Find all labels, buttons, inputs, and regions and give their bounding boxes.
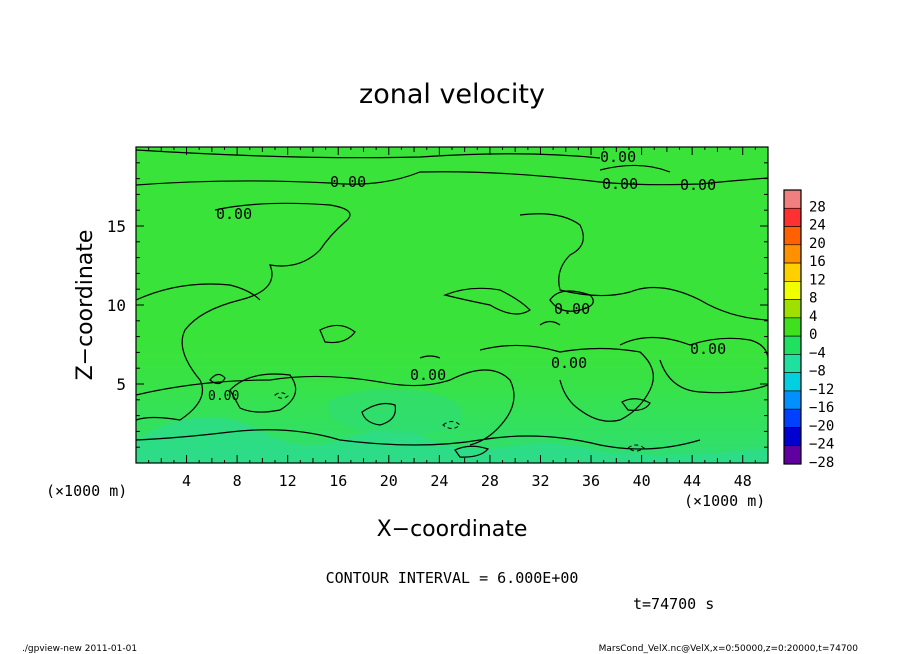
contour-label: 0.00 (208, 389, 239, 404)
colorbar-swatch (783, 445, 802, 465)
colorbar-label: −28 (809, 455, 834, 471)
colorbar-swatch (783, 207, 802, 227)
plot-area (136, 147, 768, 463)
colorbar-swatch (783, 262, 802, 282)
x-tick-label: 12 (279, 472, 297, 490)
contour-label: 0.00 (551, 354, 587, 372)
contour-label: 0.00 (330, 173, 366, 191)
colorbar-swatch (783, 281, 802, 300)
colorbar-label: −24 (809, 437, 834, 453)
contour-label: 0.00 (680, 176, 716, 194)
contour-label: 0.00 (602, 175, 638, 193)
contour-label: 0.00 (216, 205, 252, 223)
colorbar: 28 24 20 16 12 8 4 0 −4 −8 −12 −16 −20 −24 −28 (783, 189, 834, 471)
contour-interval-text: CONTOUR INTERVAL = 6.000E+00 (326, 569, 579, 587)
colorbar-label: 0 (809, 327, 817, 343)
colorbar-swatch (783, 317, 802, 337)
colorbar-swatch (783, 427, 802, 447)
colorbar-label: −16 (809, 400, 834, 416)
colorbar-label: −8 (809, 364, 826, 380)
colorbar-label: −4 (809, 345, 826, 361)
colorbar-swatch (783, 189, 802, 209)
colorbar-label: −20 (809, 418, 834, 434)
colorbar-label: 28 (809, 199, 826, 215)
x-tick-label: 24 (430, 472, 448, 490)
contour-label: 0.00 (600, 148, 636, 166)
x-unit-label-left: (×1000 m) (46, 482, 127, 500)
x-tick-label: 16 (329, 472, 347, 490)
colorbar-label: 16 (809, 254, 826, 270)
y-axis-label: Z−coordinate (73, 230, 98, 381)
y-axis: 5 10 15 (107, 162, 768, 448)
colorbar-swatch (783, 244, 802, 264)
field-teal-patch (136, 417, 768, 463)
contour-label: 0.00 (410, 366, 446, 384)
x-tick-label: 36 (582, 472, 600, 490)
footer-right: MarsCond_VelX.nc@VelX,x=0:50000,z=0:2000… (599, 644, 859, 654)
colorbar-swatch (783, 372, 802, 392)
colorbar-swatch (783, 335, 802, 355)
x-tick-label: 8 (233, 472, 242, 490)
colorbar-label: 12 (809, 272, 826, 288)
contour-label: 0.00 (554, 300, 590, 318)
x-tick-label: 28 (481, 472, 499, 490)
x-tick-label: 40 (633, 472, 651, 490)
contour-lines-negative (274, 392, 645, 452)
colorbar-frame (783, 189, 802, 465)
x-unit-label-right: (×1000 m) (684, 492, 765, 510)
chart-title: zonal velocity (359, 79, 545, 110)
colorbar-swatch (783, 299, 802, 319)
x-tick-label: 32 (531, 472, 549, 490)
colorbar-swatch (783, 354, 802, 373)
colorbar-label: 8 (809, 291, 817, 307)
x-tick-label: 48 (734, 472, 752, 490)
colorbar-label: 4 (809, 309, 817, 325)
contour-label: 0.00 (690, 340, 726, 358)
colorbar-swatch (783, 226, 802, 246)
x-tick-label: 44 (683, 472, 701, 490)
x-tick-label: 20 (380, 472, 398, 490)
contour-lines (136, 149, 768, 458)
colorbar-label: −12 (809, 382, 834, 398)
colorbar-label: 24 (809, 218, 826, 234)
colorbar-swatch (783, 408, 802, 428)
y-tick-label: 5 (116, 375, 126, 394)
footer-left: ./gpview-new 2011-01-01 (22, 644, 137, 654)
x-axis-label: X−coordinate (377, 517, 528, 542)
x-tick-label: 4 (182, 472, 191, 490)
colorbar-label: 20 (809, 236, 826, 252)
y-tick-label: 15 (107, 217, 126, 236)
x-axis: 4 8 12 16 20 24 28 32 36 40 44 48 (148, 147, 756, 490)
contour-label-group: 0.00 0.00 0.00 0.00 0.00 0.00 0.00 0.00 … (208, 148, 726, 404)
time-text: t=74700 s (633, 595, 714, 613)
colorbar-swatch (783, 390, 802, 410)
y-tick-label: 10 (107, 296, 126, 315)
